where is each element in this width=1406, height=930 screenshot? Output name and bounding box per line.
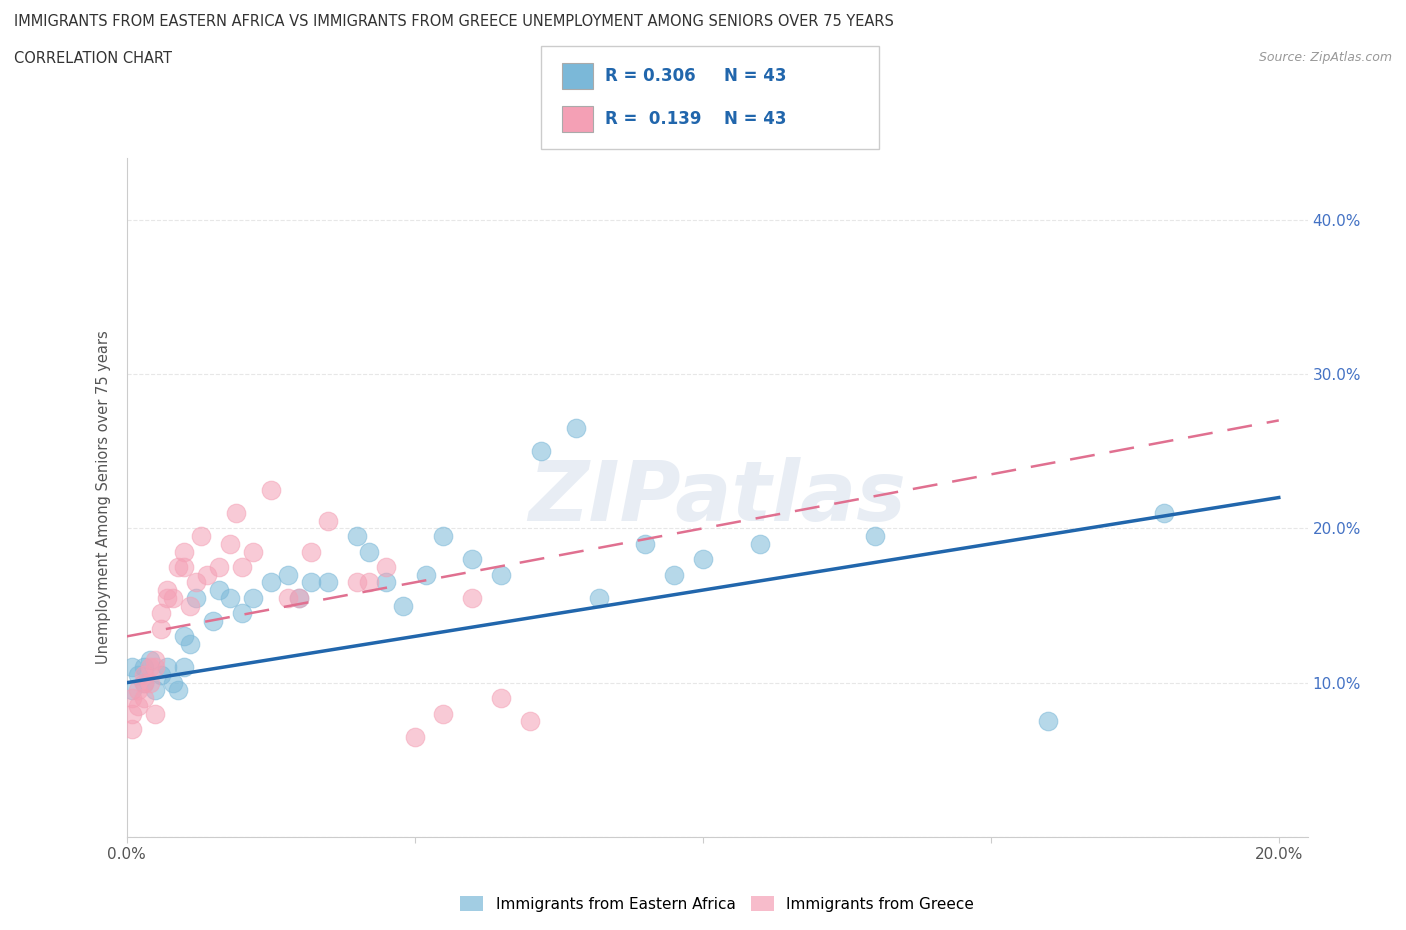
- Point: [231, 605, 253, 620]
- Point: [357, 544, 380, 559]
- Point: [242, 544, 264, 559]
- Point: [150, 621, 173, 636]
- Point: [346, 575, 368, 590]
- Point: [132, 675, 155, 690]
- Point: [121, 691, 143, 706]
- Point: [404, 729, 426, 744]
- Point: [138, 660, 160, 675]
- Point: [184, 591, 207, 605]
- Point: [179, 637, 201, 652]
- Point: [127, 683, 149, 698]
- Point: [1153, 506, 1175, 521]
- Point: [299, 544, 322, 559]
- Point: [121, 722, 143, 737]
- Point: [415, 567, 437, 582]
- Point: [167, 683, 190, 698]
- Text: R =  0.139: R = 0.139: [605, 110, 702, 128]
- Point: [143, 706, 166, 721]
- Point: [132, 675, 155, 690]
- Point: [132, 660, 155, 675]
- Point: [208, 560, 231, 575]
- Point: [489, 691, 512, 706]
- Point: [143, 652, 166, 667]
- Text: N = 43: N = 43: [724, 67, 786, 86]
- Point: [288, 591, 311, 605]
- Point: [150, 668, 173, 683]
- Point: [749, 537, 772, 551]
- Point: [162, 675, 184, 690]
- Point: [121, 706, 143, 721]
- Point: [259, 483, 281, 498]
- Text: Source: ZipAtlas.com: Source: ZipAtlas.com: [1258, 51, 1392, 64]
- Point: [565, 420, 588, 435]
- Point: [1038, 714, 1060, 729]
- Point: [167, 560, 190, 575]
- Point: [190, 528, 212, 543]
- Point: [219, 537, 242, 551]
- Text: R = 0.306: R = 0.306: [605, 67, 695, 86]
- Point: [299, 575, 322, 590]
- Point: [530, 444, 553, 458]
- Point: [121, 660, 143, 675]
- Point: [374, 575, 396, 590]
- Point: [173, 660, 195, 675]
- Point: [195, 567, 218, 582]
- Point: [138, 675, 160, 690]
- Text: ZIPatlas: ZIPatlas: [529, 457, 905, 538]
- Point: [865, 528, 887, 543]
- Y-axis label: Unemployment Among Seniors over 75 years: Unemployment Among Seniors over 75 years: [96, 331, 111, 664]
- Point: [374, 560, 396, 575]
- Point: [121, 683, 143, 698]
- Point: [432, 528, 454, 543]
- Point: [143, 683, 166, 698]
- Text: CORRELATION CHART: CORRELATION CHART: [14, 51, 172, 66]
- Point: [162, 591, 184, 605]
- Point: [489, 567, 512, 582]
- Point: [316, 575, 339, 590]
- Point: [150, 605, 173, 620]
- Point: [461, 591, 484, 605]
- Point: [231, 560, 253, 575]
- Point: [201, 614, 224, 629]
- Point: [242, 591, 264, 605]
- Point: [461, 551, 484, 566]
- Point: [316, 513, 339, 528]
- Point: [277, 567, 299, 582]
- Point: [184, 575, 207, 590]
- Point: [288, 591, 311, 605]
- Point: [219, 591, 242, 605]
- Point: [173, 629, 195, 644]
- Point: [132, 668, 155, 683]
- Point: [634, 537, 657, 551]
- Point: [179, 598, 201, 613]
- Point: [588, 591, 610, 605]
- Point: [156, 583, 179, 598]
- Point: [173, 560, 195, 575]
- Point: [519, 714, 541, 729]
- Text: N = 43: N = 43: [724, 110, 786, 128]
- Point: [127, 668, 149, 683]
- Point: [662, 567, 685, 582]
- Point: [156, 660, 179, 675]
- Point: [138, 652, 160, 667]
- Point: [432, 706, 454, 721]
- Legend: Immigrants from Eastern Africa, Immigrants from Greece: Immigrants from Eastern Africa, Immigran…: [454, 889, 980, 918]
- Point: [156, 591, 179, 605]
- Point: [173, 544, 195, 559]
- Point: [277, 591, 299, 605]
- Point: [259, 575, 281, 590]
- Point: [143, 660, 166, 675]
- Point: [132, 691, 155, 706]
- Point: [392, 598, 415, 613]
- Point: [225, 506, 247, 521]
- Point: [346, 528, 368, 543]
- Point: [208, 583, 231, 598]
- Point: [127, 698, 149, 713]
- Point: [357, 575, 380, 590]
- Text: IMMIGRANTS FROM EASTERN AFRICA VS IMMIGRANTS FROM GREECE UNEMPLOYMENT AMONG SENI: IMMIGRANTS FROM EASTERN AFRICA VS IMMIGR…: [14, 14, 894, 29]
- Point: [692, 551, 714, 566]
